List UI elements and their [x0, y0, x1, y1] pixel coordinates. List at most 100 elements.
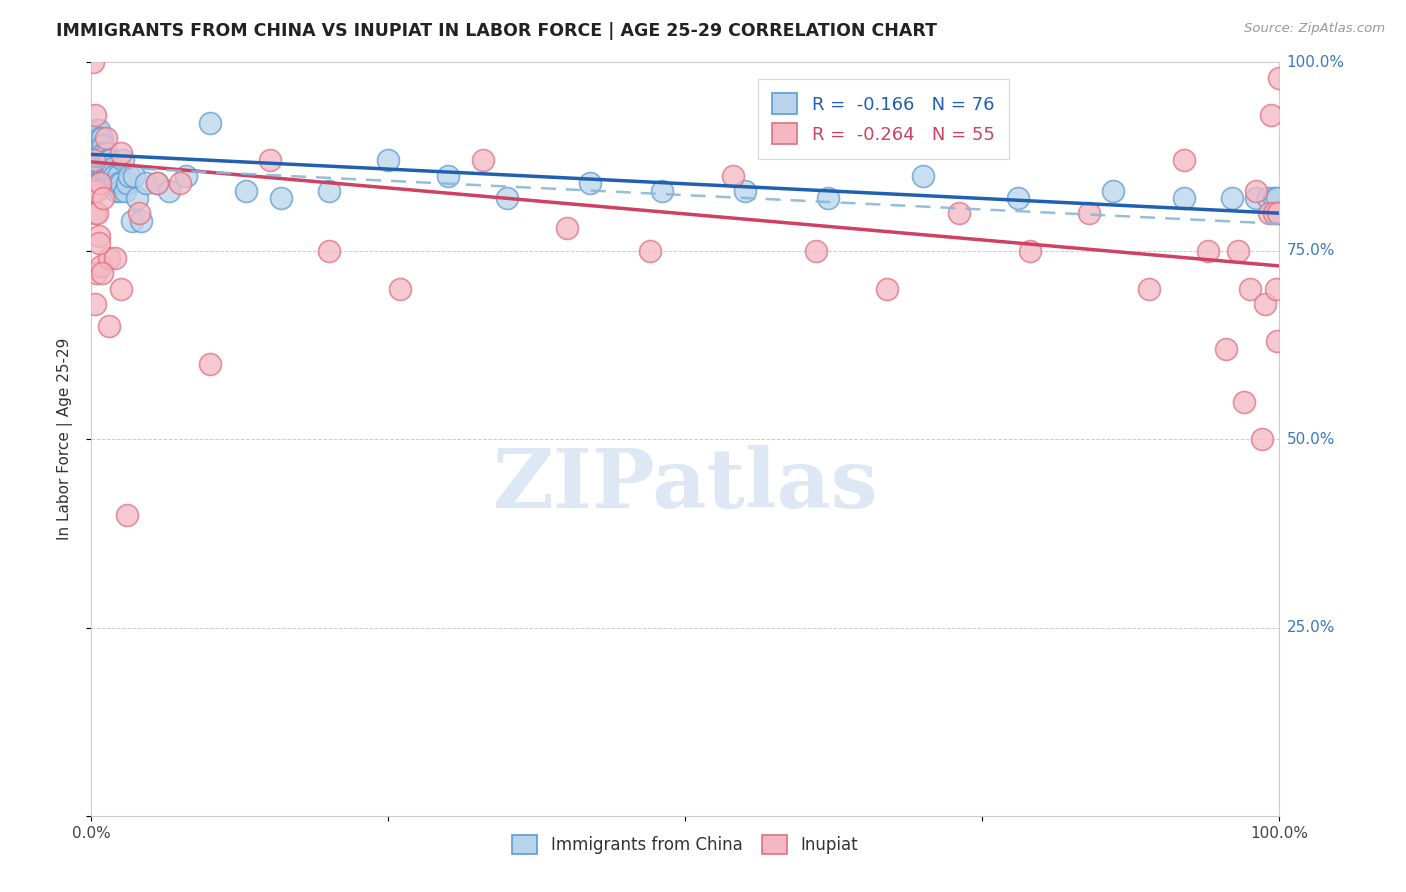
- Point: [157, 184, 180, 198]
- Point: [89, 145, 111, 160]
- Point: [235, 184, 257, 198]
- Point: [110, 176, 132, 190]
- Point: [110, 145, 132, 160]
- Point: [1254, 296, 1277, 310]
- Point: [91, 145, 114, 160]
- Text: ZIPatlas: ZIPatlas: [492, 444, 879, 524]
- Point: [100, 153, 122, 168]
- Point: [82, 55, 104, 70]
- Point: [84, 267, 107, 281]
- Point: [734, 184, 756, 198]
- Point: [496, 191, 519, 205]
- Point: [1239, 282, 1261, 296]
- Point: [84, 123, 107, 137]
- Y-axis label: In Labor Force | Age 25-29: In Labor Force | Age 25-29: [58, 338, 73, 541]
- Point: [1007, 191, 1029, 205]
- Point: [1019, 244, 1042, 258]
- Point: [87, 236, 110, 251]
- Legend: Immigrants from China, Inupiat: Immigrants from China, Inupiat: [506, 828, 865, 861]
- Point: [1257, 206, 1279, 220]
- Point: [84, 131, 107, 145]
- Point: [100, 169, 122, 183]
- Point: [579, 176, 602, 190]
- Point: [270, 191, 292, 205]
- Point: [1220, 191, 1243, 205]
- Point: [318, 244, 340, 258]
- Point: [84, 184, 107, 198]
- Point: [86, 131, 108, 145]
- Point: [169, 176, 191, 190]
- Point: [1265, 191, 1288, 205]
- Point: [91, 161, 114, 175]
- Point: [1257, 191, 1279, 205]
- Text: 100.0%: 100.0%: [1286, 55, 1344, 70]
- Point: [86, 145, 108, 160]
- Point: [94, 131, 117, 145]
- Point: [1215, 342, 1237, 356]
- Point: [101, 161, 124, 175]
- Text: Source: ZipAtlas.com: Source: ZipAtlas.com: [1244, 22, 1385, 36]
- Point: [1137, 282, 1160, 296]
- Point: [125, 191, 148, 205]
- Point: [105, 184, 128, 198]
- Point: [721, 169, 744, 183]
- Text: 75.0%: 75.0%: [1286, 244, 1334, 259]
- Point: [91, 138, 114, 153]
- Point: [1233, 394, 1256, 409]
- Point: [86, 206, 108, 220]
- Point: [89, 176, 111, 190]
- Point: [86, 153, 108, 168]
- Point: [89, 131, 111, 145]
- Point: [93, 145, 115, 160]
- Point: [84, 296, 107, 310]
- Point: [1268, 70, 1291, 85]
- Point: [96, 161, 118, 175]
- Point: [200, 357, 222, 371]
- Point: [104, 176, 127, 190]
- Point: [377, 153, 399, 168]
- Point: [135, 176, 157, 190]
- Point: [97, 169, 120, 183]
- Point: [472, 153, 495, 168]
- Point: [98, 252, 121, 266]
- Point: [638, 244, 661, 258]
- Point: [911, 169, 934, 183]
- Point: [91, 153, 114, 168]
- Point: [1102, 184, 1125, 198]
- Point: [93, 161, 115, 175]
- Point: [100, 176, 122, 190]
- Point: [94, 153, 117, 168]
- Point: [91, 267, 114, 281]
- Point: [97, 153, 120, 168]
- Text: 25.0%: 25.0%: [1286, 620, 1334, 635]
- Point: [91, 131, 114, 145]
- Point: [107, 169, 129, 183]
- Point: [90, 153, 112, 168]
- Point: [115, 508, 138, 522]
- Point: [145, 176, 167, 190]
- Point: [1173, 191, 1195, 205]
- Point: [817, 191, 839, 205]
- Point: [98, 176, 121, 190]
- Point: [1197, 244, 1219, 258]
- Point: [107, 176, 129, 190]
- Point: [89, 161, 111, 175]
- Point: [122, 169, 145, 183]
- Point: [555, 221, 578, 235]
- Point: [1263, 206, 1285, 220]
- Point: [804, 244, 827, 258]
- Point: [108, 184, 131, 198]
- Point: [90, 138, 112, 153]
- Point: [876, 282, 898, 296]
- Point: [83, 153, 105, 168]
- Point: [94, 169, 117, 183]
- Point: [1268, 206, 1291, 220]
- Point: [91, 191, 114, 205]
- Point: [176, 169, 198, 183]
- Point: [90, 259, 112, 273]
- Text: 50.0%: 50.0%: [1286, 432, 1334, 447]
- Point: [87, 153, 110, 168]
- Point: [98, 161, 121, 175]
- Point: [84, 145, 107, 160]
- Point: [1265, 334, 1288, 349]
